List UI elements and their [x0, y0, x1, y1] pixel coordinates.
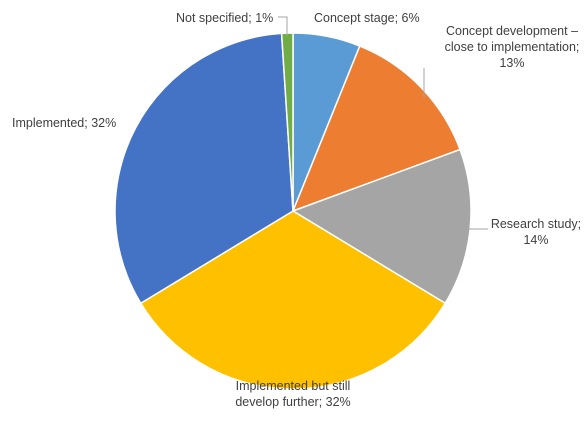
data-label-line: Implemented; 32% [12, 116, 116, 130]
pie-slices [114, 32, 472, 390]
data-label-line: Concept stage; 6% [314, 11, 420, 25]
data-label-line: Not specified; 1% [176, 11, 273, 25]
pie-slice-implemented [114, 32, 294, 305]
leader-lines [278, 16, 488, 230]
data-label: Implemented but still develop further; 32… [235, 379, 350, 409]
data-label-line: Concept development – [446, 24, 578, 38]
leader-line [278, 16, 288, 36]
pie-slice-concept-development-close-to-implementation [291, 45, 462, 213]
data-label: Research study; 14% [491, 217, 581, 247]
data-label: Concept development – close to implementa… [445, 24, 580, 70]
data-label-line: Implemented but still [236, 379, 351, 393]
data-label-line: 14% [523, 233, 548, 247]
data-label-line: Research study; [491, 217, 581, 231]
pie-slice-research-study [291, 148, 472, 305]
data-label: Implemented; 32% [12, 116, 116, 130]
data-label-line: 13% [499, 56, 524, 70]
data-labels: Concept stage; 6% Concept development – cl… [12, 11, 581, 409]
pie-slice-implemented-but-still-develop-further [139, 210, 447, 390]
data-label: Concept stage; 6% [314, 11, 420, 25]
data-label-line: close to implementation; [445, 40, 580, 54]
data-label-line: develop further; 32% [235, 395, 350, 409]
data-label: Not specified; 1% [176, 11, 273, 25]
